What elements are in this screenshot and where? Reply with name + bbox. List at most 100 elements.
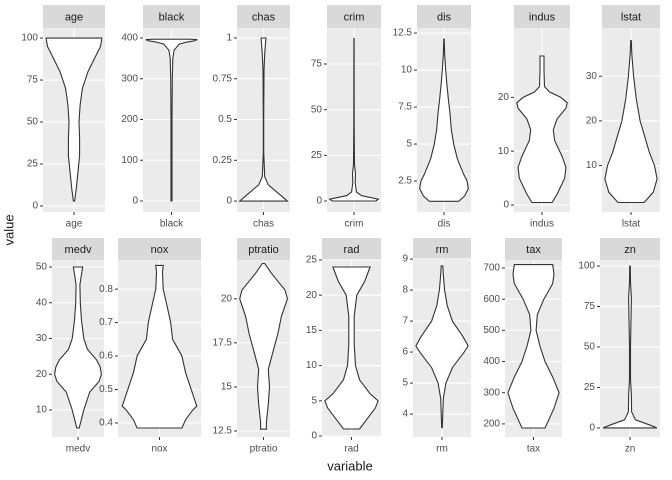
y-tick-label: 8 bbox=[402, 285, 408, 296]
strip-label: medv bbox=[65, 244, 92, 256]
y-tick-label: 12.5 bbox=[393, 28, 413, 39]
violin bbox=[121, 264, 198, 429]
x-tick-label: indus bbox=[530, 219, 554, 230]
y-tick-label: 6 bbox=[402, 347, 408, 358]
y-tick-label: 400 bbox=[483, 356, 500, 367]
x-tick-label: zn bbox=[625, 444, 636, 455]
y-tick-label: 9 bbox=[402, 254, 408, 265]
strip bbox=[143, 5, 200, 28]
y-tick-label: 0.25 bbox=[213, 155, 233, 166]
strip-label: zn bbox=[624, 244, 636, 256]
y-tick-label: 25 bbox=[306, 255, 318, 266]
y-tick-label: 75 bbox=[311, 59, 323, 70]
y-tick-label: 15 bbox=[306, 325, 318, 336]
strip-label: rm bbox=[436, 244, 449, 256]
y-tick-label: 50 bbox=[36, 262, 48, 273]
violin bbox=[324, 266, 379, 430]
strip bbox=[52, 238, 104, 260]
y-tick-label: 0.5 bbox=[218, 114, 232, 125]
x-tick-label: chas bbox=[253, 219, 274, 230]
y-tick-label: 7 bbox=[402, 316, 408, 327]
y-tick-label: 10 bbox=[586, 160, 598, 171]
y-tick-label: 400 bbox=[121, 33, 138, 44]
y-tick-label: 5 bbox=[406, 139, 412, 150]
strip-label: lstat bbox=[621, 11, 641, 23]
strip bbox=[505, 238, 562, 260]
y-axis-title: value bbox=[1, 214, 16, 245]
y-tick-label: 0 bbox=[226, 196, 232, 207]
y-tick-label: 15 bbox=[221, 382, 233, 393]
y-tick-label: 300 bbox=[121, 73, 138, 84]
y-tick-label: 0.5 bbox=[99, 384, 113, 395]
y-tick-label: 20 bbox=[586, 116, 598, 127]
x-tick-label: dis bbox=[438, 219, 451, 230]
y-tick-label: 200 bbox=[483, 419, 500, 430]
y-tick-label: 0 bbox=[132, 196, 138, 207]
y-tick-label: 25 bbox=[27, 159, 39, 170]
strip bbox=[413, 238, 471, 260]
strip bbox=[43, 5, 105, 28]
strip bbox=[118, 238, 201, 260]
strip-label: chas bbox=[252, 11, 276, 23]
y-tick-label: 75 bbox=[584, 301, 596, 312]
x-tick-label: nox bbox=[151, 444, 167, 455]
y-tick-label: 100 bbox=[121, 155, 138, 166]
y-tick-label: 40 bbox=[36, 297, 48, 308]
y-tick-label: 12.5 bbox=[213, 426, 233, 437]
y-tick-label: 0.75 bbox=[213, 73, 233, 84]
strip bbox=[322, 238, 381, 260]
x-tick-label: medv bbox=[66, 444, 90, 455]
y-tick-label: 5 bbox=[311, 395, 317, 406]
strip bbox=[237, 238, 290, 260]
x-tick-label: tax bbox=[527, 444, 540, 455]
y-tick-label: 200 bbox=[121, 114, 138, 125]
y-tick-label: 5 bbox=[402, 378, 408, 389]
y-tick-label: 75 bbox=[27, 75, 39, 86]
strip bbox=[327, 5, 381, 28]
y-tick-label: 0.8 bbox=[99, 284, 113, 295]
y-tick-label: 0 bbox=[589, 423, 595, 434]
strip-label: rad bbox=[344, 244, 360, 256]
y-tick-label: 20 bbox=[498, 92, 510, 103]
strip bbox=[417, 5, 471, 28]
y-tick-label: 20 bbox=[306, 290, 318, 301]
violin bbox=[145, 38, 198, 202]
x-tick-label: rad bbox=[344, 444, 358, 455]
violin bbox=[507, 264, 560, 429]
y-tick-label: 300 bbox=[483, 387, 500, 398]
violin bbox=[415, 265, 469, 429]
strip bbox=[600, 238, 660, 260]
y-tick-label: 100 bbox=[21, 33, 38, 44]
y-tick-label: 1 bbox=[226, 33, 232, 44]
y-tick-label: 2.5 bbox=[398, 176, 412, 187]
y-tick-label: 0.6 bbox=[99, 351, 113, 362]
y-tick-label: 10 bbox=[36, 405, 48, 416]
y-tick-label: 30 bbox=[586, 71, 598, 82]
x-tick-label: black bbox=[160, 219, 184, 230]
violin bbox=[328, 37, 380, 202]
y-tick-label: 100 bbox=[578, 261, 595, 272]
y-tick-label: 0 bbox=[32, 201, 38, 212]
y-tick-label: 20 bbox=[221, 293, 233, 304]
y-tick-label: 700 bbox=[483, 263, 500, 274]
x-tick-label: crim bbox=[345, 219, 364, 230]
strip-label: dis bbox=[437, 11, 452, 23]
y-tick-label: 0 bbox=[311, 431, 317, 442]
strip-label: tax bbox=[526, 244, 541, 256]
strip bbox=[602, 5, 660, 28]
x-tick-label: ptratio bbox=[250, 444, 278, 455]
violin bbox=[54, 266, 102, 429]
y-tick-label: 17.5 bbox=[213, 337, 233, 348]
y-tick-label: 10 bbox=[498, 146, 510, 157]
y-tick-label: 50 bbox=[27, 117, 39, 128]
y-tick-label: 4 bbox=[402, 409, 408, 420]
strip-label: black bbox=[159, 11, 185, 23]
y-tick-label: 7.5 bbox=[398, 102, 412, 113]
y-tick-label: 30 bbox=[36, 333, 48, 344]
violin bbox=[602, 265, 658, 429]
strip-label: indus bbox=[529, 11, 556, 23]
x-tick-label: age bbox=[66, 219, 83, 230]
y-tick-label: 10 bbox=[306, 360, 318, 371]
y-tick-label: 600 bbox=[483, 294, 500, 305]
